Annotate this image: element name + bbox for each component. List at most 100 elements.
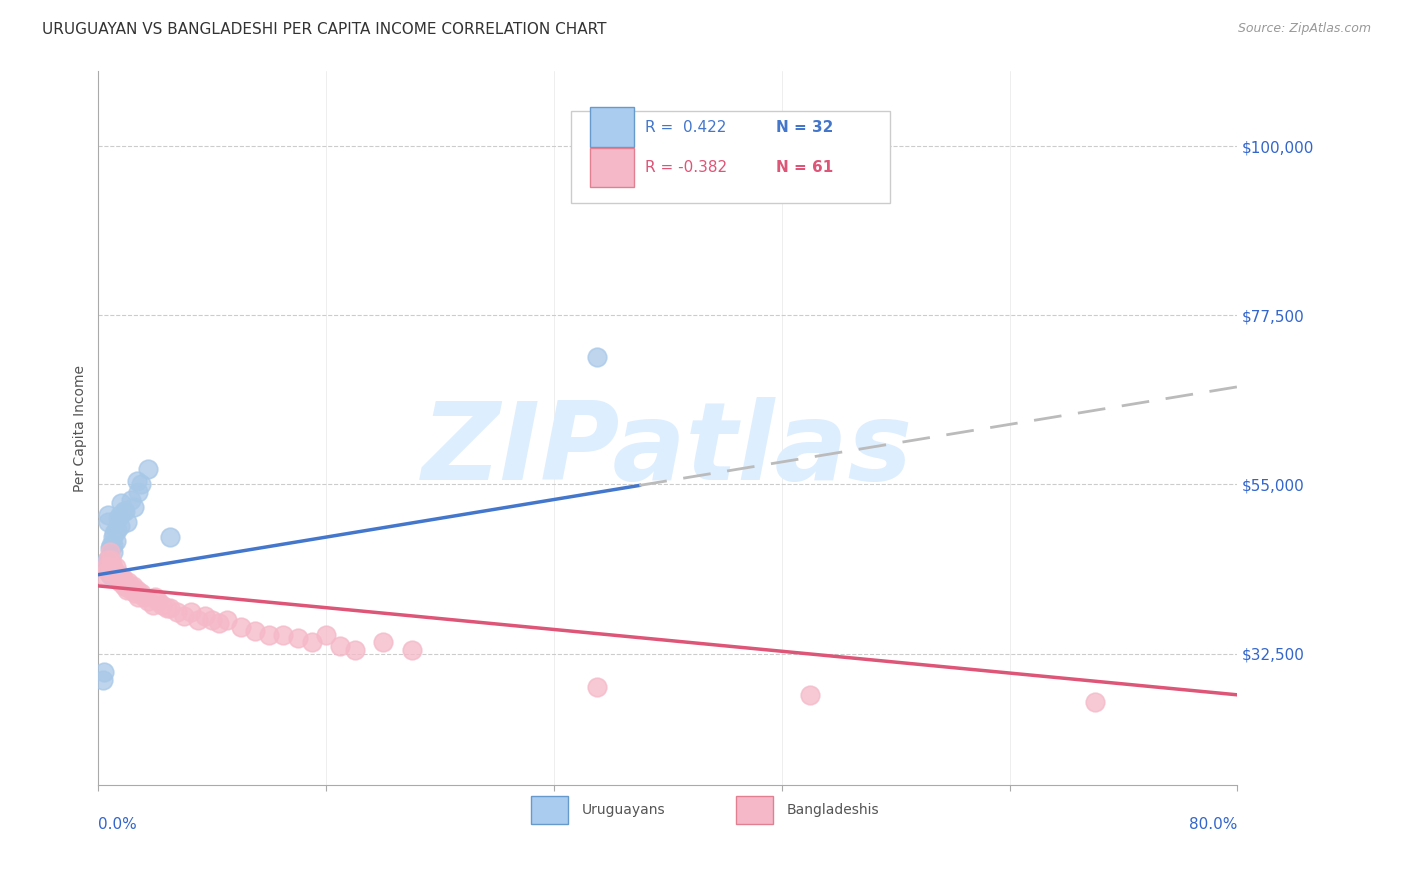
FancyBboxPatch shape bbox=[571, 111, 890, 203]
Point bbox=[166, 605, 188, 619]
Point bbox=[115, 582, 138, 597]
Point bbox=[98, 541, 121, 556]
Point bbox=[108, 518, 131, 533]
Point bbox=[93, 665, 115, 680]
Point bbox=[152, 598, 174, 612]
Point bbox=[173, 609, 195, 624]
Point bbox=[127, 485, 149, 500]
Point bbox=[148, 594, 170, 608]
Point bbox=[108, 567, 131, 582]
Point bbox=[103, 564, 125, 578]
Point bbox=[585, 681, 607, 695]
Point bbox=[229, 620, 252, 634]
Point bbox=[96, 557, 118, 571]
Point bbox=[273, 628, 295, 642]
Point bbox=[108, 508, 131, 522]
Point bbox=[112, 504, 135, 518]
Text: N = 32: N = 32 bbox=[776, 120, 834, 135]
Point bbox=[156, 601, 179, 615]
Point bbox=[107, 571, 129, 585]
Point bbox=[98, 560, 121, 574]
Point bbox=[103, 526, 125, 541]
Point bbox=[97, 515, 120, 529]
Point bbox=[105, 523, 128, 537]
Point bbox=[100, 538, 122, 552]
Text: URUGUAYAN VS BANGLADESHI PER CAPITA INCOME CORRELATION CHART: URUGUAYAN VS BANGLADESHI PER CAPITA INCO… bbox=[42, 22, 606, 37]
Point bbox=[101, 530, 124, 544]
Point bbox=[243, 624, 266, 638]
Point bbox=[112, 579, 135, 593]
Point bbox=[371, 635, 394, 649]
Point bbox=[141, 598, 163, 612]
Text: Source: ZipAtlas.com: Source: ZipAtlas.com bbox=[1237, 22, 1371, 36]
Point bbox=[100, 564, 122, 578]
Point bbox=[585, 350, 607, 364]
Point bbox=[215, 613, 238, 627]
Point bbox=[120, 582, 142, 597]
Point bbox=[105, 567, 128, 582]
Point bbox=[108, 575, 131, 590]
Point bbox=[129, 477, 152, 491]
Point bbox=[125, 474, 148, 488]
Point bbox=[1084, 695, 1107, 709]
Point bbox=[100, 552, 122, 566]
Point bbox=[118, 579, 141, 593]
Point bbox=[287, 632, 309, 646]
Point bbox=[301, 635, 323, 649]
Point bbox=[159, 530, 181, 544]
Point bbox=[96, 564, 118, 578]
Point bbox=[94, 560, 117, 574]
Point bbox=[101, 567, 124, 582]
FancyBboxPatch shape bbox=[591, 107, 634, 146]
Point bbox=[201, 613, 224, 627]
Text: Uruguayans: Uruguayans bbox=[581, 803, 665, 817]
Point bbox=[121, 579, 143, 593]
Point bbox=[117, 575, 139, 590]
Point bbox=[180, 605, 202, 619]
Point bbox=[132, 590, 155, 604]
Point bbox=[96, 552, 118, 566]
Text: ZIPatlas: ZIPatlas bbox=[422, 397, 914, 502]
Point bbox=[194, 609, 217, 624]
Point bbox=[343, 642, 366, 657]
Point bbox=[136, 462, 159, 476]
Point bbox=[129, 586, 152, 600]
Point bbox=[259, 628, 281, 642]
Point bbox=[136, 594, 159, 608]
Point bbox=[111, 571, 134, 585]
FancyBboxPatch shape bbox=[737, 796, 773, 824]
Y-axis label: Per Capita Income: Per Capita Income bbox=[73, 365, 87, 491]
Point bbox=[159, 601, 181, 615]
Text: 0.0%: 0.0% bbox=[98, 817, 138, 832]
Text: N = 61: N = 61 bbox=[776, 160, 834, 175]
Point bbox=[97, 508, 120, 522]
Point bbox=[97, 552, 120, 566]
Point bbox=[110, 496, 132, 510]
Point bbox=[208, 616, 231, 631]
Point bbox=[127, 590, 149, 604]
Point bbox=[104, 560, 127, 574]
Point bbox=[145, 590, 167, 604]
Text: Bangladeshis: Bangladeshis bbox=[786, 803, 879, 817]
Point bbox=[104, 533, 127, 548]
FancyBboxPatch shape bbox=[591, 148, 634, 187]
Point bbox=[115, 515, 138, 529]
Point bbox=[101, 545, 124, 559]
Point bbox=[107, 511, 129, 525]
Point bbox=[120, 492, 142, 507]
Point bbox=[799, 688, 821, 702]
Point bbox=[122, 582, 145, 597]
Point bbox=[401, 642, 423, 657]
Text: 80.0%: 80.0% bbox=[1189, 817, 1237, 832]
Point bbox=[101, 560, 124, 574]
Point bbox=[187, 613, 209, 627]
Point bbox=[110, 575, 132, 590]
Point bbox=[124, 586, 146, 600]
Point bbox=[98, 545, 121, 559]
Point bbox=[315, 628, 337, 642]
Text: R = -0.382: R = -0.382 bbox=[645, 160, 727, 175]
Point bbox=[101, 538, 124, 552]
Point bbox=[104, 523, 127, 537]
Point bbox=[94, 560, 117, 574]
Point bbox=[122, 500, 145, 514]
